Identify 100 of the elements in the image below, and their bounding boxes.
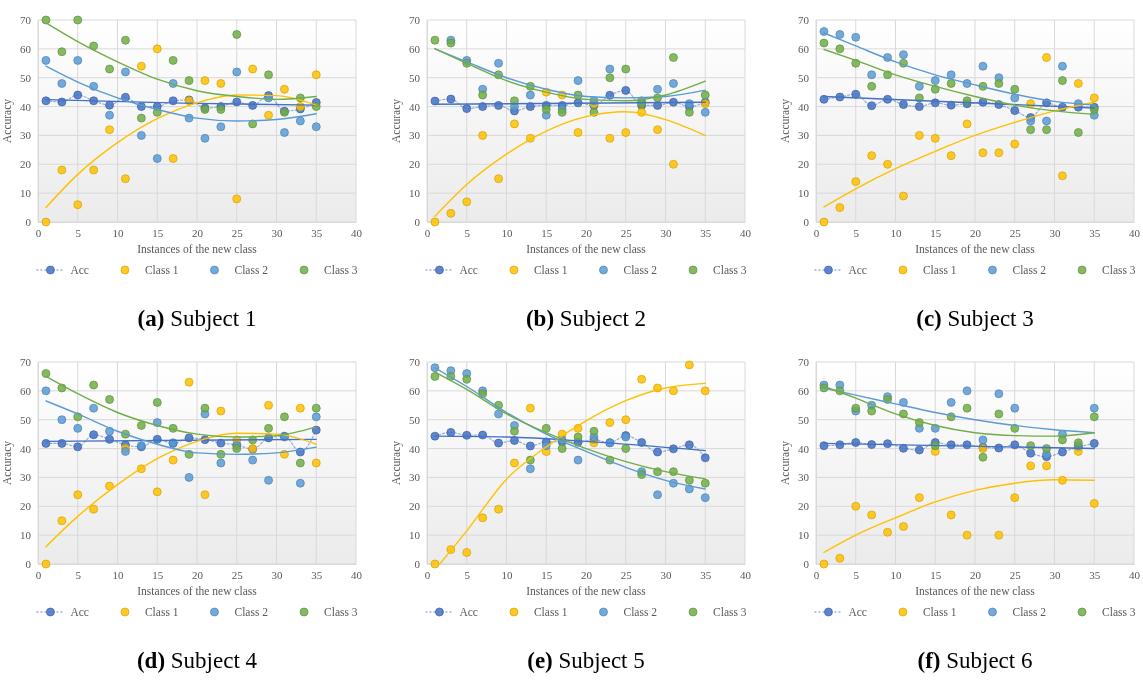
x-tick-label: 20: [581, 226, 593, 239]
y-tick-label: 70: [20, 14, 32, 27]
x-tick-label: 15: [541, 568, 553, 581]
x-tick-label: 40: [740, 226, 752, 239]
x-tick-label: 15: [541, 226, 553, 239]
y-tick-label: 50: [20, 71, 32, 84]
y-tick-label: 20: [798, 158, 810, 171]
x-tick-label: 25: [231, 568, 244, 581]
y-tick-label: 70: [798, 14, 810, 27]
x-tick-label: 15: [930, 226, 942, 239]
y-tick-label: 30: [409, 129, 421, 142]
y-tick-label: 10: [20, 187, 32, 200]
y-tick-label: 10: [798, 529, 810, 542]
x-tick-label: 40: [351, 568, 363, 581]
legend-label: Class 3: [713, 606, 747, 618]
x-tick-label: 25: [231, 226, 244, 239]
legend-label: Acc: [70, 606, 89, 618]
x-tick-label: 25: [620, 226, 633, 239]
x-tick-label: 30: [271, 568, 283, 581]
legend-label: Class 3: [1102, 606, 1136, 618]
y-tick-label: 60: [798, 384, 810, 397]
x-axis-title: Instances of the new class: [137, 585, 258, 597]
legend-label: Class 3: [324, 606, 358, 618]
y-tick-label: 70: [20, 356, 32, 369]
y-tick-label: 40: [409, 442, 421, 455]
x-tick-label: 0: [813, 568, 820, 581]
x-tick-label: 35: [311, 226, 323, 239]
y-tick-label: 0: [414, 558, 421, 571]
legend-label: Class 2: [234, 606, 269, 618]
y-axis-title: Accuracy: [779, 440, 792, 486]
legend-label: Acc: [848, 264, 867, 276]
legend-label: Class 2: [1012, 264, 1047, 276]
legend-label: Acc: [70, 264, 89, 276]
text: (b) Subject 2: [525, 306, 647, 331]
y-tick-label: 30: [798, 471, 810, 484]
y-tick-label: 70: [409, 14, 421, 27]
y-tick-label: 10: [409, 187, 421, 200]
y-axis-title: Accuracy: [1, 98, 14, 144]
x-tick-label: 15: [152, 568, 164, 581]
text: (a) Subject 1: [137, 306, 257, 331]
x-tick-label: 10: [890, 226, 902, 239]
y-tick-label: 50: [409, 413, 421, 426]
y-tick-label: 40: [20, 442, 32, 455]
y-tick-label: 30: [409, 471, 421, 484]
y-axis-title: Accuracy: [779, 98, 792, 144]
y-tick-label: 50: [409, 71, 421, 84]
x-tick-label: 30: [1049, 568, 1061, 581]
x-tick-label: 0: [424, 568, 431, 581]
x-tick-label: 20: [192, 226, 204, 239]
x-tick-label: 40: [740, 568, 752, 581]
legend-label: Class 2: [234, 264, 269, 276]
x-tick-label: 0: [35, 568, 42, 581]
x-tick-label: 20: [581, 568, 593, 581]
y-tick-label: 20: [20, 500, 32, 513]
x-tick-label: 0: [813, 226, 820, 239]
y-tick-label: 30: [20, 129, 32, 142]
y-tick-label: 10: [20, 529, 32, 542]
legend-label: Class 3: [324, 264, 358, 276]
legend-label: Class 1: [922, 606, 957, 618]
x-tick-label: 40: [1129, 226, 1141, 239]
y-axis-title: Accuracy: [390, 98, 403, 144]
x-tick-label: 35: [700, 568, 712, 581]
y-tick-label: 0: [803, 558, 810, 571]
x-axis-title: Instances of the new class: [526, 243, 647, 255]
x-axis-title: Instances of the new class: [915, 585, 1036, 597]
legend-label: Class 2: [623, 606, 658, 618]
x-tick-label: 10: [501, 226, 513, 239]
legend-label: Acc: [848, 606, 867, 618]
legend-label: Class 1: [922, 264, 957, 276]
y-tick-label: 20: [409, 158, 421, 171]
y-tick-label: 60: [798, 42, 810, 55]
legend-label: Class 2: [1012, 606, 1047, 618]
x-tick-label: 25: [1009, 568, 1022, 581]
y-tick-label: 70: [409, 356, 421, 369]
y-tick-label: 40: [798, 442, 810, 455]
x-tick-label: 5: [853, 568, 860, 581]
legend-label: Class 3: [713, 264, 747, 276]
legend-label: Acc: [459, 264, 478, 276]
y-tick-label: 0: [25, 216, 32, 229]
x-tick-label: 40: [351, 226, 363, 239]
x-tick-label: 20: [970, 568, 982, 581]
y-tick-label: 0: [414, 216, 421, 229]
y-tick-label: 10: [798, 187, 810, 200]
text: (e) Subject 5: [527, 648, 645, 673]
x-tick-label: 15: [152, 226, 164, 239]
x-axis-title: Instances of the new class: [526, 585, 647, 597]
y-tick-label: 0: [25, 558, 32, 571]
text: (c) Subject 3: [916, 306, 1034, 331]
legend-label: Class 2: [623, 264, 658, 276]
y-tick-label: 60: [20, 42, 32, 55]
text: (f) Subject 6: [917, 648, 1033, 673]
y-tick-label: 30: [20, 471, 32, 484]
y-tick-label: 60: [20, 384, 32, 397]
legend-label: Class 1: [533, 606, 568, 618]
x-tick-label: 25: [620, 568, 633, 581]
x-tick-label: 35: [1089, 226, 1101, 239]
x-tick-label: 10: [112, 568, 124, 581]
y-tick-label: 50: [20, 413, 32, 426]
x-tick-label: 5: [464, 226, 471, 239]
y-tick-label: 40: [798, 100, 810, 113]
